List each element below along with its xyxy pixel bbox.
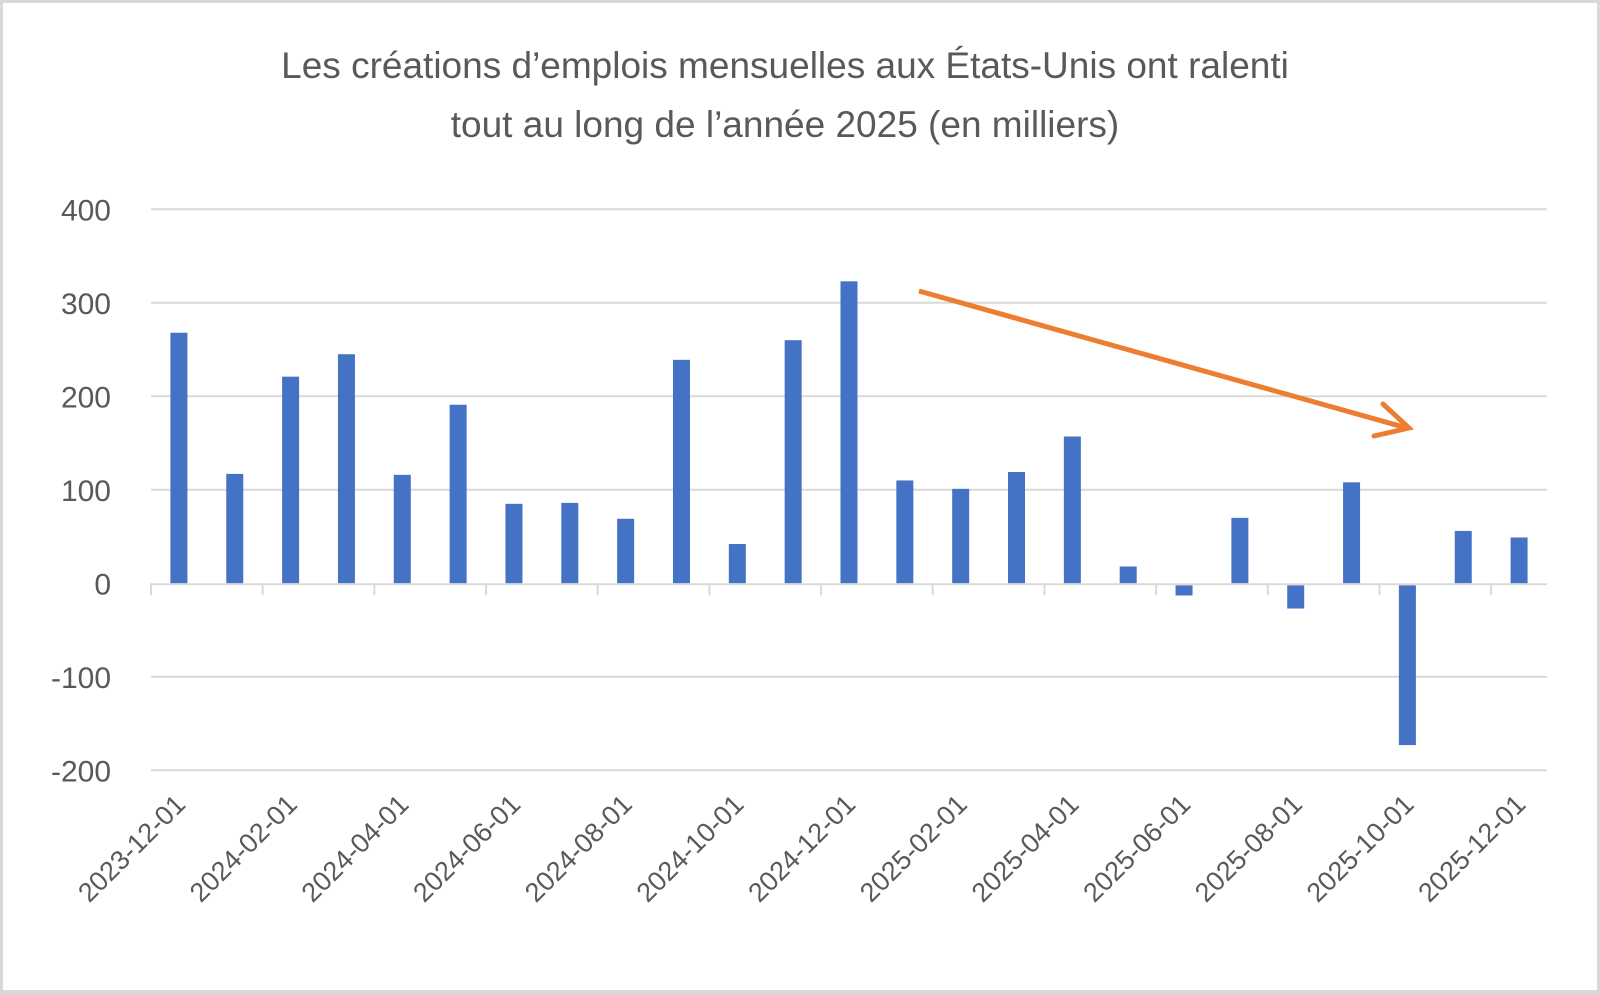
x-tick-label: 2024-10-01: [631, 789, 750, 908]
bar-2024-12-01: [840, 281, 858, 584]
bar-2025-04-01: [1063, 436, 1081, 584]
chart-title-line-1: Les créations d’emplois mensuelles aux É…: [281, 45, 1289, 86]
bar-2024-04-01: [393, 474, 411, 584]
chart-title: Les créations d’emplois mensuelles aux É…: [281, 45, 1289, 145]
chart-title-line-2: tout au long de l’année 2025 (en millier…: [451, 104, 1119, 145]
x-tick-label: 2024-12-01: [742, 789, 861, 908]
x-tick-label: 2024-08-01: [519, 789, 638, 908]
bar-2024-05-01: [449, 404, 467, 584]
x-tick-label: 2025-04-01: [966, 789, 1085, 908]
bar-2025-10-01: [1398, 585, 1416, 746]
x-tick-label: 2024-06-01: [407, 789, 526, 908]
x-axis: 2023-12-012024-02-012024-04-012024-06-01…: [72, 583, 1547, 908]
bar-2024-01-01: [226, 473, 244, 584]
x-tick-label: 2025-02-01: [854, 789, 973, 908]
y-tick-label: 200: [61, 381, 111, 414]
bar-2024-07-01: [561, 502, 579, 584]
y-tick-label: 400: [61, 194, 111, 227]
bar-2024-09-01: [672, 359, 690, 584]
bar-2025-01-01: [896, 480, 914, 584]
bar-2025-03-01: [1008, 472, 1026, 584]
x-tick-label: 2024-04-01: [296, 789, 415, 908]
x-tick-label: 2025-10-01: [1301, 789, 1420, 908]
bar-2024-08-01: [617, 518, 635, 584]
bar-2024-02-01: [282, 376, 300, 584]
bar-2025-05-01: [1119, 566, 1137, 584]
y-tick-label: -200: [51, 755, 111, 788]
bar-series: [170, 281, 1528, 746]
y-tick-label: 100: [61, 475, 111, 508]
x-tick-label: 2025-08-01: [1189, 789, 1308, 908]
x-tick-label: 2025-06-01: [1077, 789, 1196, 908]
y-tick-label: -100: [51, 662, 111, 695]
bar-2024-10-01: [728, 544, 746, 584]
bar-2024-03-01: [337, 354, 355, 584]
bar-2025-12-01: [1510, 537, 1528, 584]
y-tick-label: 300: [61, 288, 111, 321]
bar-2025-07-01: [1231, 517, 1249, 584]
bar-2025-09-01: [1343, 482, 1361, 584]
y-axis: 400 300 200 100 0 -100 -200: [51, 194, 111, 788]
bar-chart: Les créations d’emplois mensuelles aux É…: [51, 45, 1547, 908]
y-tick-label: 0: [94, 568, 111, 601]
bar-2025-02-01: [952, 488, 970, 584]
bar-2024-11-01: [784, 340, 802, 584]
arrow-head: [1371, 401, 1415, 439]
bar-2025-11-01: [1454, 530, 1472, 584]
bar-2025-06-01: [1175, 585, 1193, 596]
x-tick-label: 2024-02-01: [184, 789, 303, 908]
trend-arrow-icon: [918, 288, 1415, 439]
chart-frame: Les créations d’emplois mensuelles aux É…: [3, 3, 1597, 990]
bar-2025-08-01: [1287, 585, 1305, 609]
x-tick-label: 2025-12-01: [1412, 789, 1531, 908]
arrow-shaft: [918, 288, 1408, 431]
bar-2024-06-01: [505, 503, 523, 584]
bar-2023-12-01: [170, 332, 188, 584]
x-tick-label: 2023-12-01: [72, 789, 191, 908]
